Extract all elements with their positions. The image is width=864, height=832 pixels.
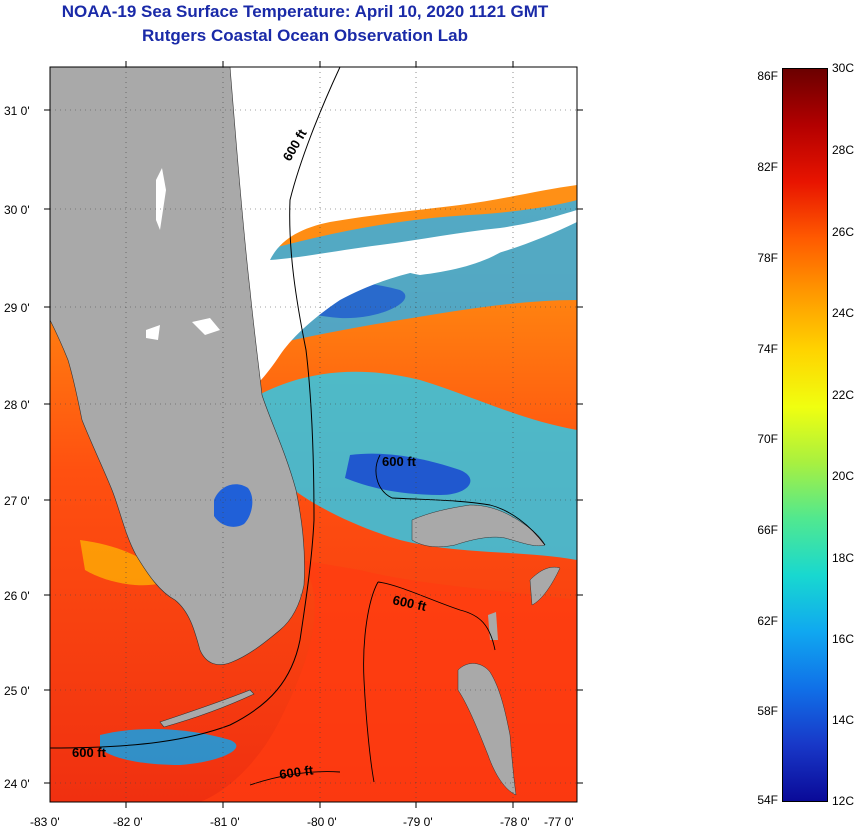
colorbar-label-f: 54F xyxy=(757,793,778,807)
colorbar-label-f: 70F xyxy=(757,432,778,446)
lon-label-81: -81 0' xyxy=(210,815,240,829)
colorbar-label-c: 28C xyxy=(832,143,855,157)
colorbar-label-c: 12C xyxy=(832,794,855,808)
lon-label-83: -83 0' xyxy=(30,815,60,829)
contour-label-600ft-bahama: 600 ft xyxy=(382,454,417,469)
isobath-600ft-little-bahama xyxy=(375,454,546,546)
contour-label-600ft-great-bahama: 600 ft xyxy=(391,592,428,614)
colorbar-label-f: 62F xyxy=(757,614,778,628)
map-subtitle: Rutgers Coastal Ocean Observation Lab xyxy=(142,26,468,45)
contour-label-600ft-south: 600 ft xyxy=(278,762,314,782)
tick-marks xyxy=(44,61,583,808)
colorbar-label-f: 74F xyxy=(757,342,778,356)
lat-label-29: 29 0' xyxy=(4,301,30,315)
colorbar-label-c: 14C xyxy=(832,713,855,727)
lat-label-27: 27 0' xyxy=(4,494,30,508)
isobath-600ft-east-florida xyxy=(50,67,341,749)
isobath-600ft-great-bahama xyxy=(363,581,379,783)
colorbar-label-f: 82F xyxy=(757,160,778,174)
lat-label-28: 28 0' xyxy=(4,398,30,412)
lat-label-31: 31 0' xyxy=(4,104,30,118)
lon-label-79: -79 0' xyxy=(403,815,433,829)
lon-label-82: -82 0' xyxy=(113,815,143,829)
lat-label-26: 26 0' xyxy=(4,589,30,603)
small-cay xyxy=(488,612,498,640)
gulf-cool-patch xyxy=(80,540,170,586)
colorbar-label-c: 18C xyxy=(832,551,855,565)
map-title: NOAA-19 Sea Surface Temperature: April 1… xyxy=(61,2,549,21)
colorbar-label-c: 20C xyxy=(832,469,855,483)
lat-label-25: 25 0' xyxy=(4,684,30,698)
temperature-colorbar xyxy=(782,68,828,802)
lake-okeechobee xyxy=(214,484,253,527)
inland-lakes xyxy=(146,168,220,340)
colorbar-label-c: 26C xyxy=(832,225,855,239)
isobath-600ft-great-bahama-east xyxy=(377,581,496,651)
lon-label-80: -80 0' xyxy=(307,815,337,829)
florida-keys xyxy=(159,689,255,728)
colorbar-label-c: 16C xyxy=(832,632,855,646)
map-frame xyxy=(49,66,578,803)
lon-label-78: -78 0' xyxy=(500,815,530,829)
cloud-patch xyxy=(380,236,520,275)
eleuthera xyxy=(529,566,561,606)
lat-label-30: 30 0' xyxy=(4,203,30,217)
colorbar-label-c: 30C xyxy=(832,61,855,75)
andros-island xyxy=(457,663,517,796)
contour-label-600ft-keys: 600 ft xyxy=(72,745,107,760)
isobath-600ft-south xyxy=(249,771,341,786)
keys-cool-patch xyxy=(100,728,237,765)
lat-label-24: 24 0' xyxy=(4,777,30,791)
colorbar-label-f: 58F xyxy=(757,704,778,718)
lon-label-77: -77 0' xyxy=(544,815,574,829)
colorbar-label-c: 22C xyxy=(832,388,855,402)
colorbar-label-f: 66F xyxy=(757,523,778,537)
colorbar-label-c: 24C xyxy=(832,306,855,320)
colorbar-label-f: 86F xyxy=(757,69,778,83)
cloud-mask xyxy=(190,67,577,390)
colorbar-label-f: 78F xyxy=(757,251,778,265)
